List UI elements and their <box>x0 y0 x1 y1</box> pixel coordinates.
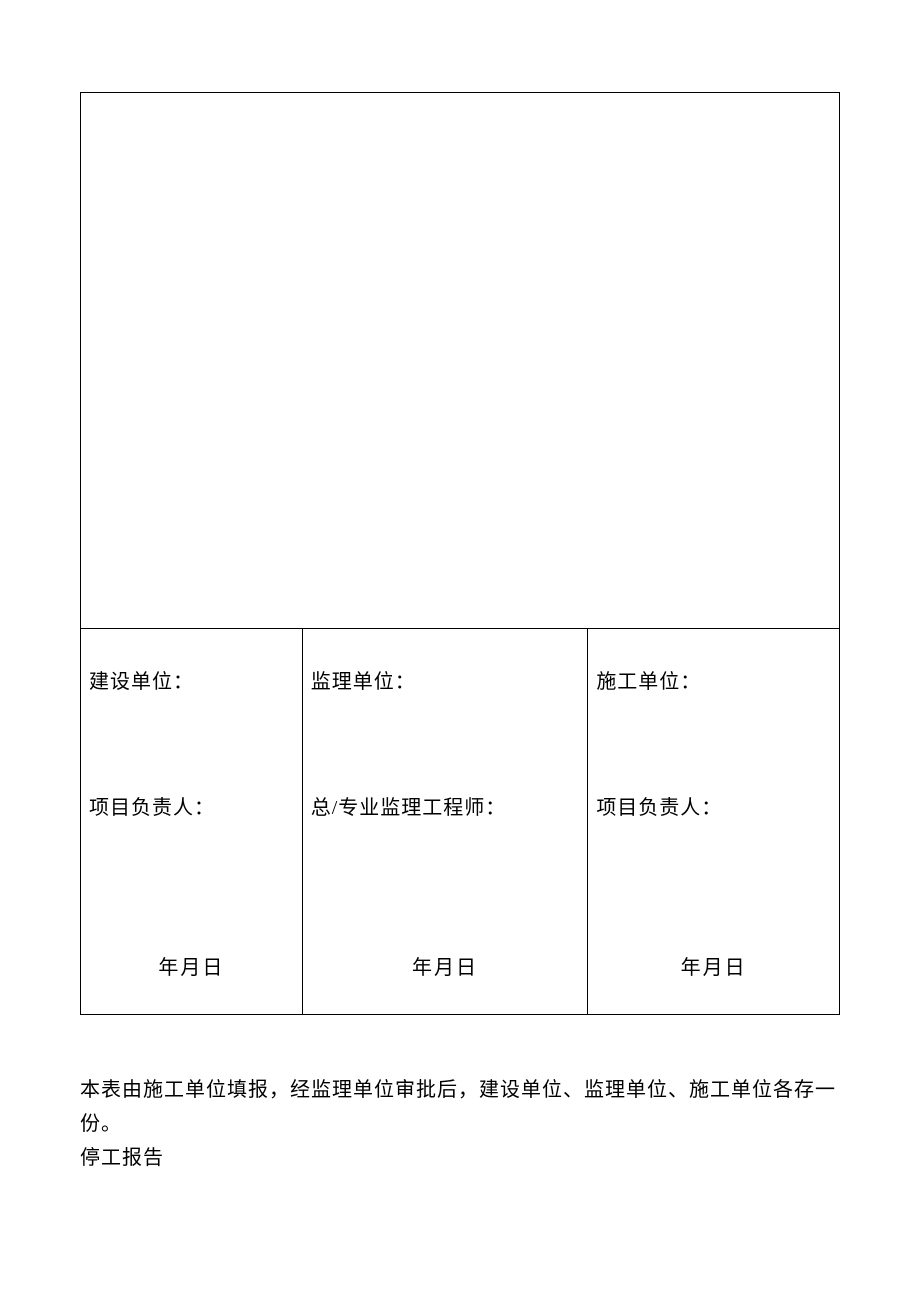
person-label: 项目负责人： <box>596 791 722 820</box>
footer-notes: 本表由施工单位填报，经监理单位审批后，建设单位、监理单位、施工单位各存一份。 停… <box>80 1073 840 1175</box>
unit-label: 建设单位： <box>89 665 194 694</box>
date-label: 年月日 <box>303 951 588 980</box>
signature-column-contractor: 施工单位： 项目负责人： 年月日 <box>588 629 840 1015</box>
person-label: 项目负责人： <box>89 791 215 820</box>
footer-line-2: 停工报告 <box>80 1141 840 1175</box>
unit-label: 施工单位： <box>596 665 701 694</box>
form-page: 建设单位： 项目负责人： 年月日 监理单位： 总/专业监理工程师： 年月日 施工… <box>80 92 840 1175</box>
date-label: 年月日 <box>81 951 302 980</box>
signature-column-construction-owner: 建设单位： 项目负责人： 年月日 <box>81 629 303 1015</box>
footer-line-1: 本表由施工单位填报，经监理单位审批后，建设单位、监理单位、施工单位各存一份。 <box>80 1073 840 1141</box>
date-label: 年月日 <box>588 951 839 980</box>
signature-table: 建设单位： 项目负责人： 年月日 监理单位： 总/专业监理工程师： 年月日 施工… <box>80 92 840 1015</box>
unit-label: 监理单位： <box>311 665 416 694</box>
person-label: 总/专业监理工程师： <box>311 791 507 820</box>
content-area <box>81 93 840 629</box>
signature-column-supervision: 监理单位： 总/专业监理工程师： 年月日 <box>302 629 588 1015</box>
